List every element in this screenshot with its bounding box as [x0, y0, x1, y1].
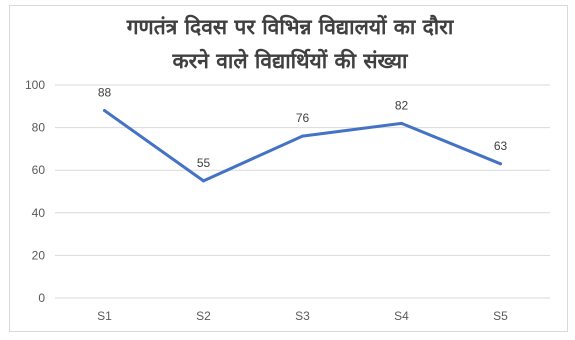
- y-tick-label: 40: [32, 206, 46, 220]
- data-label: 82: [395, 98, 409, 112]
- x-tick-label: S1: [97, 309, 112, 323]
- data-point: [202, 179, 205, 183]
- y-tick-label: 0: [38, 291, 45, 305]
- data-label: 63: [494, 139, 508, 153]
- data-labels: 88 55 76 82 63: [98, 86, 508, 170]
- chart-title-line-2: करने वाले विद्यार्थियों की संख्या: [172, 48, 409, 73]
- series-group: [103, 109, 502, 183]
- data-point: [301, 134, 304, 138]
- y-tick-label: 60: [32, 163, 46, 177]
- data-point: [400, 121, 403, 125]
- data-label: 76: [296, 111, 310, 125]
- x-axis-ticks: S1 S2 S3 S4 S5: [97, 309, 508, 323]
- y-tick-label: 100: [25, 78, 45, 92]
- x-tick-label: S2: [196, 309, 211, 323]
- x-tick-label: S5: [493, 309, 508, 323]
- y-tick-label: 20: [32, 248, 46, 262]
- gridlines: [55, 84, 550, 299]
- chart-title-line-1: गणतंत्र दिवस पर विभिन्न विद्यालयों का दौ…: [126, 14, 455, 39]
- data-point: [499, 162, 502, 166]
- y-tick-label: 80: [32, 121, 46, 135]
- chart-frame: [9, 5, 568, 332]
- data-point: [103, 109, 106, 113]
- data-label: 88: [98, 86, 112, 100]
- x-tick-label: S4: [394, 309, 409, 323]
- data-label: 55: [197, 156, 211, 170]
- y-axis-ticks: 0 20 40 60 80 100: [25, 78, 45, 305]
- x-tick-label: S3: [295, 309, 310, 323]
